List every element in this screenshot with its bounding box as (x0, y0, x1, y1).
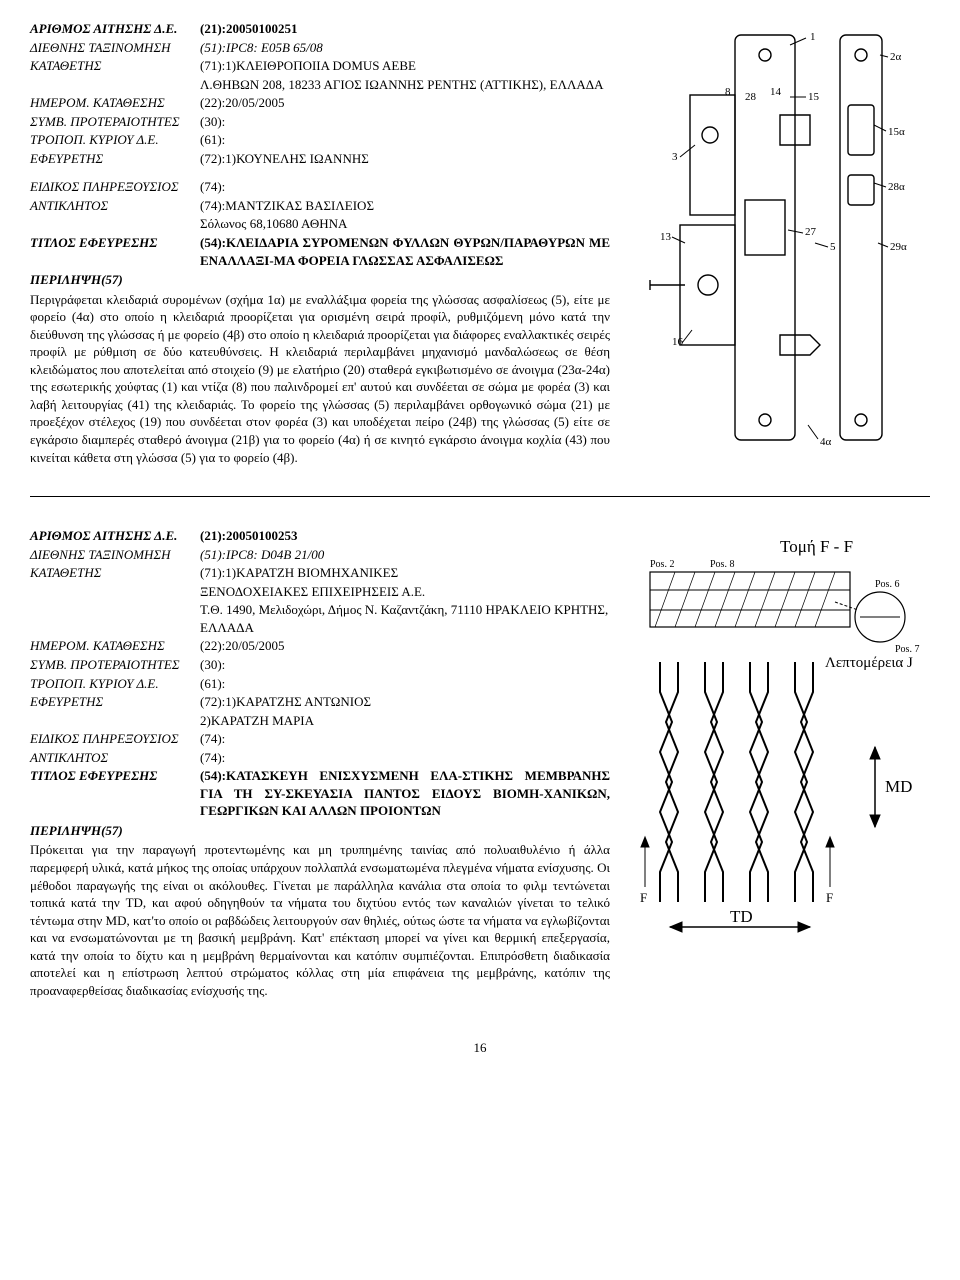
record-text-2: ΑΡΙΘΜΟΣ ΑΙΤΗΣΗΣ Δ.Ε.(21):20050100253 ΔΙΕ… (30, 527, 610, 999)
label-appnum: ΑΡΙΘΜΟΣ ΑΙΤΗΣΗΣ Δ.Ε. (30, 20, 200, 38)
value-title: (54):ΚΛΕΙΔΑΡΙΑ ΣΥΡΟΜΕΝΩΝ ΦΥΛΛΩΝ ΘΥΡΩΝ/ΠΑ… (200, 234, 610, 269)
svg-text:4α: 4α (820, 436, 832, 448)
value-inventor: (72):1)ΚΑΡΑΤΖΗΣ ΑΝΤΩΝΙΟΣ (200, 693, 610, 711)
record-text-1: ΑΡΙΘΜΟΣ ΑΙΤΗΣΗΣ Δ.Ε.(21):20050100251 ΔΙΕ… (30, 20, 610, 466)
patent-record-1: ΑΡΙΘΜΟΣ ΑΙΤΗΣΗΣ Δ.Ε.(21):20050100251 ΔΙΕ… (30, 20, 930, 466)
fig2-pos7: Pos. 7 (895, 644, 919, 655)
fig2-pos8: Pos. 8 (710, 559, 734, 570)
value-filingdate: (22):20/05/2005 (200, 94, 610, 112)
label-inventor: ΕΦΕΥΡΕΤΗΣ (30, 150, 200, 168)
label-abstract: ΠΕΡΙΛΗΨΗ(57) (30, 271, 610, 289)
svg-text:14: 14 (770, 86, 782, 98)
label-priority: ΣΥΜΒ. ΠΡΟΤΕΡΑΙΟΤΗΤΕΣ (30, 656, 200, 674)
label-ipc: ΔΙΕΘΝΗΣ ΤΑΞΙΝΟΜΗΣΗ (30, 39, 200, 57)
label-agent: ΕΙΔΙΚΟΣ ΠΛΗΡΕΞΟΥΣΙΟΣ (30, 730, 200, 748)
value-appnum: (21):20050100251 (200, 20, 610, 38)
value-applicant: (71):1)ΚΑΡΑΤΖΗ ΒΙΟΜΗΧΑΝΙΚΕΣ (200, 564, 610, 582)
label-antiklitos: ΑΝΤΙΚΛΗΤΟΣ (30, 749, 200, 767)
patent-record-2: ΑΡΙΘΜΟΣ ΑΙΤΗΣΗΣ Δ.Ε.(21):20050100253 ΔΙΕ… (30, 527, 930, 999)
svg-text:28α: 28α (888, 181, 905, 193)
svg-text:13: 13 (660, 231, 672, 243)
value-applicant3: Τ.Θ. 1490, Μελιδοχώρι, Δήμος Ν. Καζαντζά… (200, 601, 610, 636)
label-applicant: ΚΑΤΑΘΕΤΗΣ (30, 564, 200, 582)
svg-text:27: 27 (805, 226, 817, 238)
value-inventor2: 2)ΚΑΡΑΤΖΗ ΜΑΡΙΑ (200, 712, 610, 730)
value-mainapp: (61): (200, 131, 610, 149)
page-number: 16 (30, 1039, 930, 1057)
label-filingdate: ΗΜΕΡΟΜ. ΚΑΤΑΘΕΣΗΣ (30, 637, 200, 655)
fig2-detail: Λεπτομέρεια J (825, 655, 913, 671)
fig2-f-l: F (640, 890, 647, 905)
fig2-f-r: F (826, 890, 833, 905)
label-antiklitos: ΑΝΤΙΚΛΗΤΟΣ (30, 197, 200, 215)
svg-text:1: 1 (810, 31, 816, 43)
value-applicant: (71):1)ΚΛΕΙΘΡΟΠΟΙΙΑ DOMUS AEBE (200, 57, 610, 75)
value-antiklitos2: Σόλωνος 68,10680 ΑΘΗΝΑ (200, 215, 610, 233)
abstract-text-1: Περιγράφεται κλειδαριά συρομένων (σχήμα … (30, 291, 610, 466)
value-title: (54):ΚΑΤΑΣΚΕΥΗ ΕΝΙΣΧΥΣΜΕΝΗ ΕΛΑ-ΣΤΙΚΗΣ ΜΕ… (200, 767, 610, 820)
separator (30, 496, 930, 497)
label-mainapp: ΤΡΟΠΟΠ. ΚΥΡΙΟΥ Δ.Ε. (30, 675, 200, 693)
svg-text:28: 28 (745, 91, 757, 103)
fig2-td: TD (730, 907, 753, 926)
value-applicant2: ΞΕΝΟΔΟΧΕΙΑΚΕΣ ΕΠΙΧΕΙΡΗΣΕΙΣ Α.Ε. (200, 583, 610, 601)
figure-1: 1 2α 15 14 28 15α 3 28α 13 27 5 29α 16 4… (630, 20, 930, 466)
value-agent: (74): (200, 178, 610, 196)
value-priority: (30): (200, 113, 610, 131)
label-appnum: ΑΡΙΘΜΟΣ ΑΙΤΗΣΗΣ Δ.Ε. (30, 527, 200, 545)
fig2-title: Τομή F - F (780, 537, 853, 556)
label-applicant: ΚΑΤΑΘΕΤΗΣ (30, 57, 200, 75)
label-priority: ΣΥΜΒ. ΠΡΟΤΕΡΑΙΟΤΗΤΕΣ (30, 113, 200, 131)
value-applicant2: Λ.ΘΗΒΩΝ 208, 18233 ΑΓΙΟΣ ΙΩΑΝΝΗΣ ΡΕΝΤΗΣ … (200, 76, 610, 94)
label-filingdate: ΗΜΕΡΟΜ. ΚΑΤΑΘΕΣΗΣ (30, 94, 200, 112)
figure-2: Τομή F - F Pos. 2 Pos. 8 Pos. 6 Pos. 7 Λ… (630, 527, 930, 999)
label-inventor: ΕΦΕΥΡΕΤΗΣ (30, 693, 200, 711)
value-mainapp: (61): (200, 675, 610, 693)
value-priority: (30): (200, 656, 610, 674)
fig2-md: MD (885, 777, 912, 796)
svg-text:29α: 29α (890, 241, 907, 253)
fig2-pos6: Pos. 6 (875, 579, 899, 590)
svg-text:8: 8 (725, 86, 731, 98)
value-appnum: (21):20050100253 (200, 527, 610, 545)
svg-text:15: 15 (808, 91, 820, 103)
label-ipc: ΔΙΕΘΝΗΣ ΤΑΞΙΝΟΜΗΣΗ (30, 546, 200, 564)
svg-text:2α: 2α (890, 51, 902, 63)
fig2-pos2: Pos. 2 (650, 559, 674, 570)
label-agent: ΕΙΔΙΚΟΣ ΠΛΗΡΕΞΟΥΣΙΟΣ (30, 178, 200, 196)
label-abstract: ΠΕΡΙΛΗΨΗ(57) (30, 822, 610, 840)
value-filingdate: (22):20/05/2005 (200, 637, 610, 655)
value-agent: (74): (200, 730, 610, 748)
value-inventor: (72):1)ΚΟΥΝΕΛΗΣ ΙΩΑΝΝΗΣ (200, 150, 610, 168)
svg-text:5: 5 (830, 241, 836, 253)
label-mainapp: ΤΡΟΠΟΠ. ΚΥΡΙΟΥ Δ.Ε. (30, 131, 200, 149)
value-antiklitos: (74):ΜΑΝΤΖΙΚΑΣ ΒΑΣΙΛΕΙΟΣ (200, 197, 610, 215)
svg-text:15α: 15α (888, 126, 905, 138)
value-ipc: (51):IPC8: D04B 21/00 (200, 546, 610, 564)
svg-text:3: 3 (672, 151, 678, 163)
label-title: ΤΙΤΛΟΣ ΕΦΕΥΡΕΣΗΣ (30, 234, 200, 269)
label-title: ΤΙΤΛΟΣ ΕΦΕΥΡΕΣΗΣ (30, 767, 200, 820)
svg-text:16: 16 (672, 336, 684, 348)
value-ipc: (51):IPC8: E05B 65/08 (200, 39, 610, 57)
abstract-text-2: Πρόκειται για την παραγωγή προτεντωμένης… (30, 841, 610, 999)
value-antiklitos: (74): (200, 749, 610, 767)
